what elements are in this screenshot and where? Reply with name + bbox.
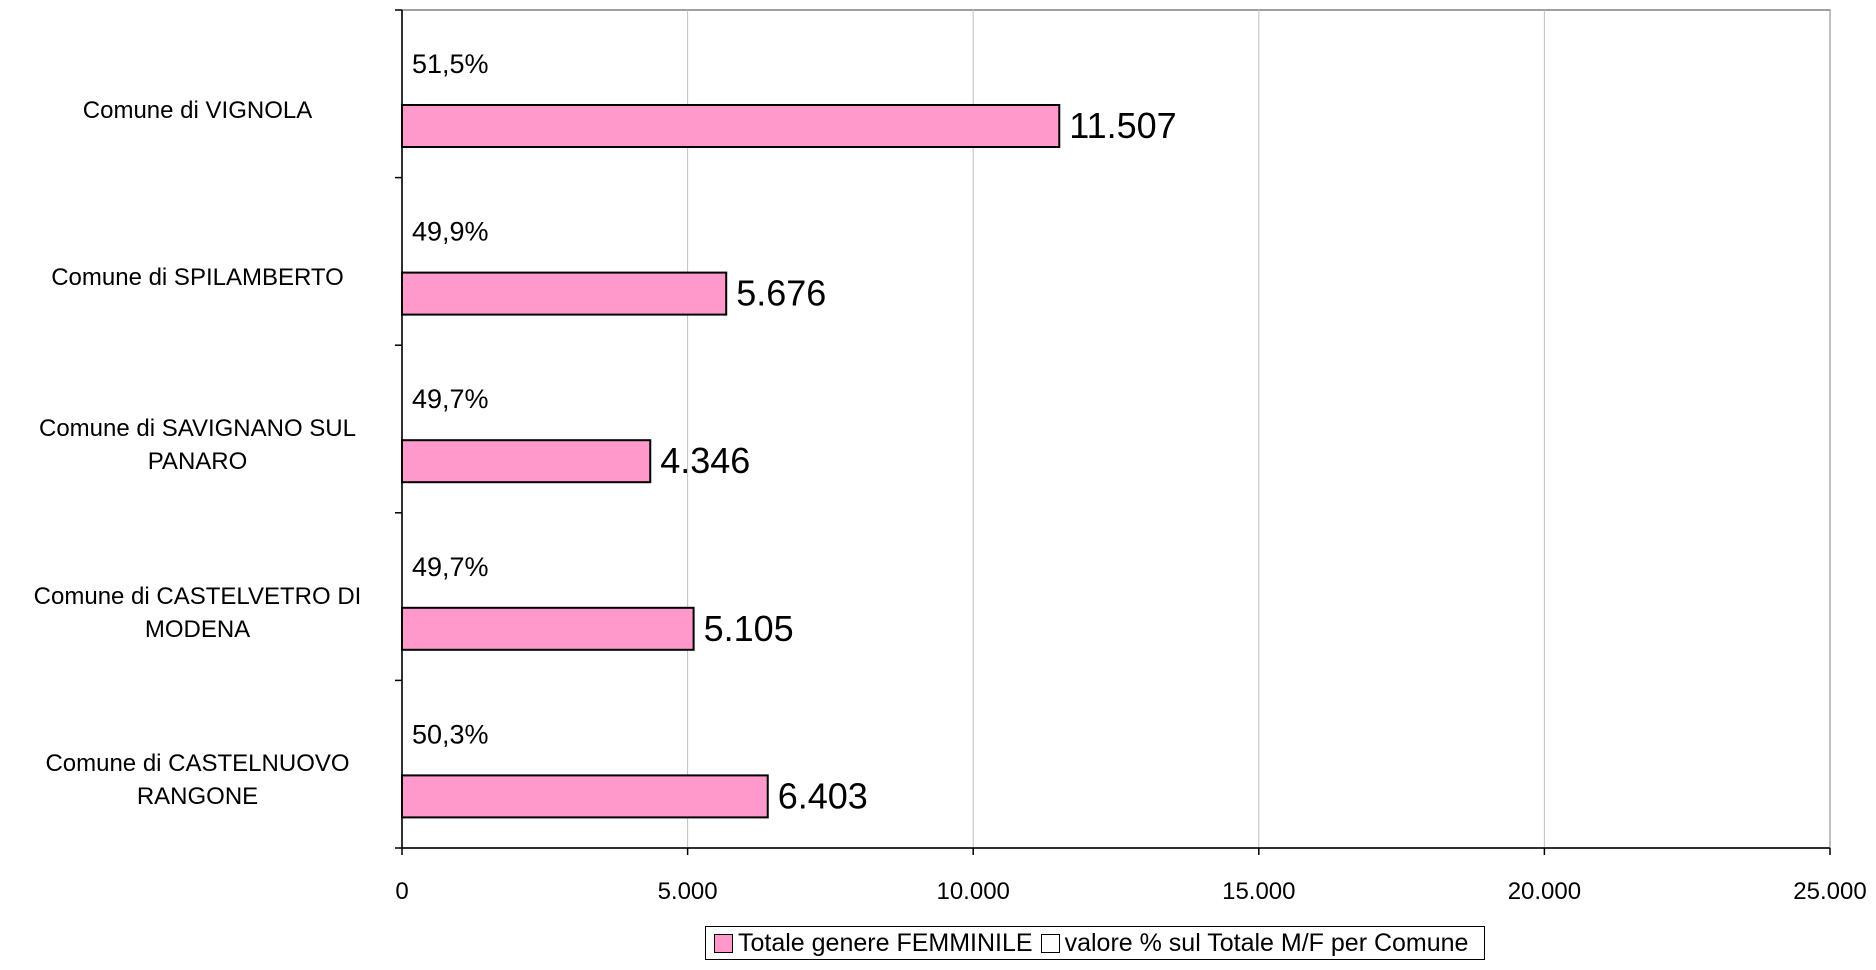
category-label: Comune di CASTELNUOVO RANGONE	[45, 750, 350, 811]
x-tick-label: 25.000	[1793, 878, 1866, 905]
legend-swatch-femminile	[714, 933, 733, 953]
percent-label: 51,5%	[412, 49, 489, 79]
x-tick-label: 10.000	[936, 878, 1009, 905]
bar-value-label: 11.507	[1069, 105, 1176, 146]
category-label: Comune di SPILAMBERTO	[51, 264, 344, 292]
bar-value-label: 5.676	[736, 273, 826, 314]
bar	[401, 104, 1061, 148]
x-tick-label: 20.000	[1508, 878, 1581, 905]
percent-label: 49,9%	[412, 217, 489, 247]
x-tick-label: 5.000	[658, 878, 718, 905]
bar-value-label: 4.346	[660, 440, 750, 481]
percent-label: 49,7%	[412, 384, 489, 414]
bar	[401, 606, 695, 651]
x-tick-label: 0	[395, 878, 408, 905]
x-tick-label: 15.000	[1222, 878, 1295, 905]
legend-swatch-percent	[1040, 933, 1060, 953]
legend-item-femminile: Totale genere FEMMINILE	[714, 929, 1033, 958]
plot-area	[401, 9, 1831, 849]
bar	[401, 439, 652, 484]
legend-label-percent: valore % sul Totale M/F per Comune	[1064, 928, 1469, 957]
bar	[401, 271, 728, 316]
bar	[401, 774, 769, 819]
legend-label-femminile: Totale genere FEMMINILE	[738, 928, 1033, 957]
bar-value-label: 5.105	[704, 608, 794, 649]
category-label: Comune di VIGNOLA	[82, 96, 313, 124]
legend: Totale genere FEMMINILE valore % sul Tot…	[705, 926, 1486, 960]
legend-item-percent: valore % sul Totale M/F per Comune	[1040, 928, 1469, 958]
percent-label: 49,7%	[412, 552, 489, 582]
bar-value-label: 6.403	[778, 775, 868, 816]
category-label: Comune di CASTELVETRO DI MODENA	[33, 582, 362, 643]
category-label: Comune di SAVIGNANO SUL PANARO	[38, 415, 356, 476]
percent-label: 50,3%	[412, 719, 489, 749]
